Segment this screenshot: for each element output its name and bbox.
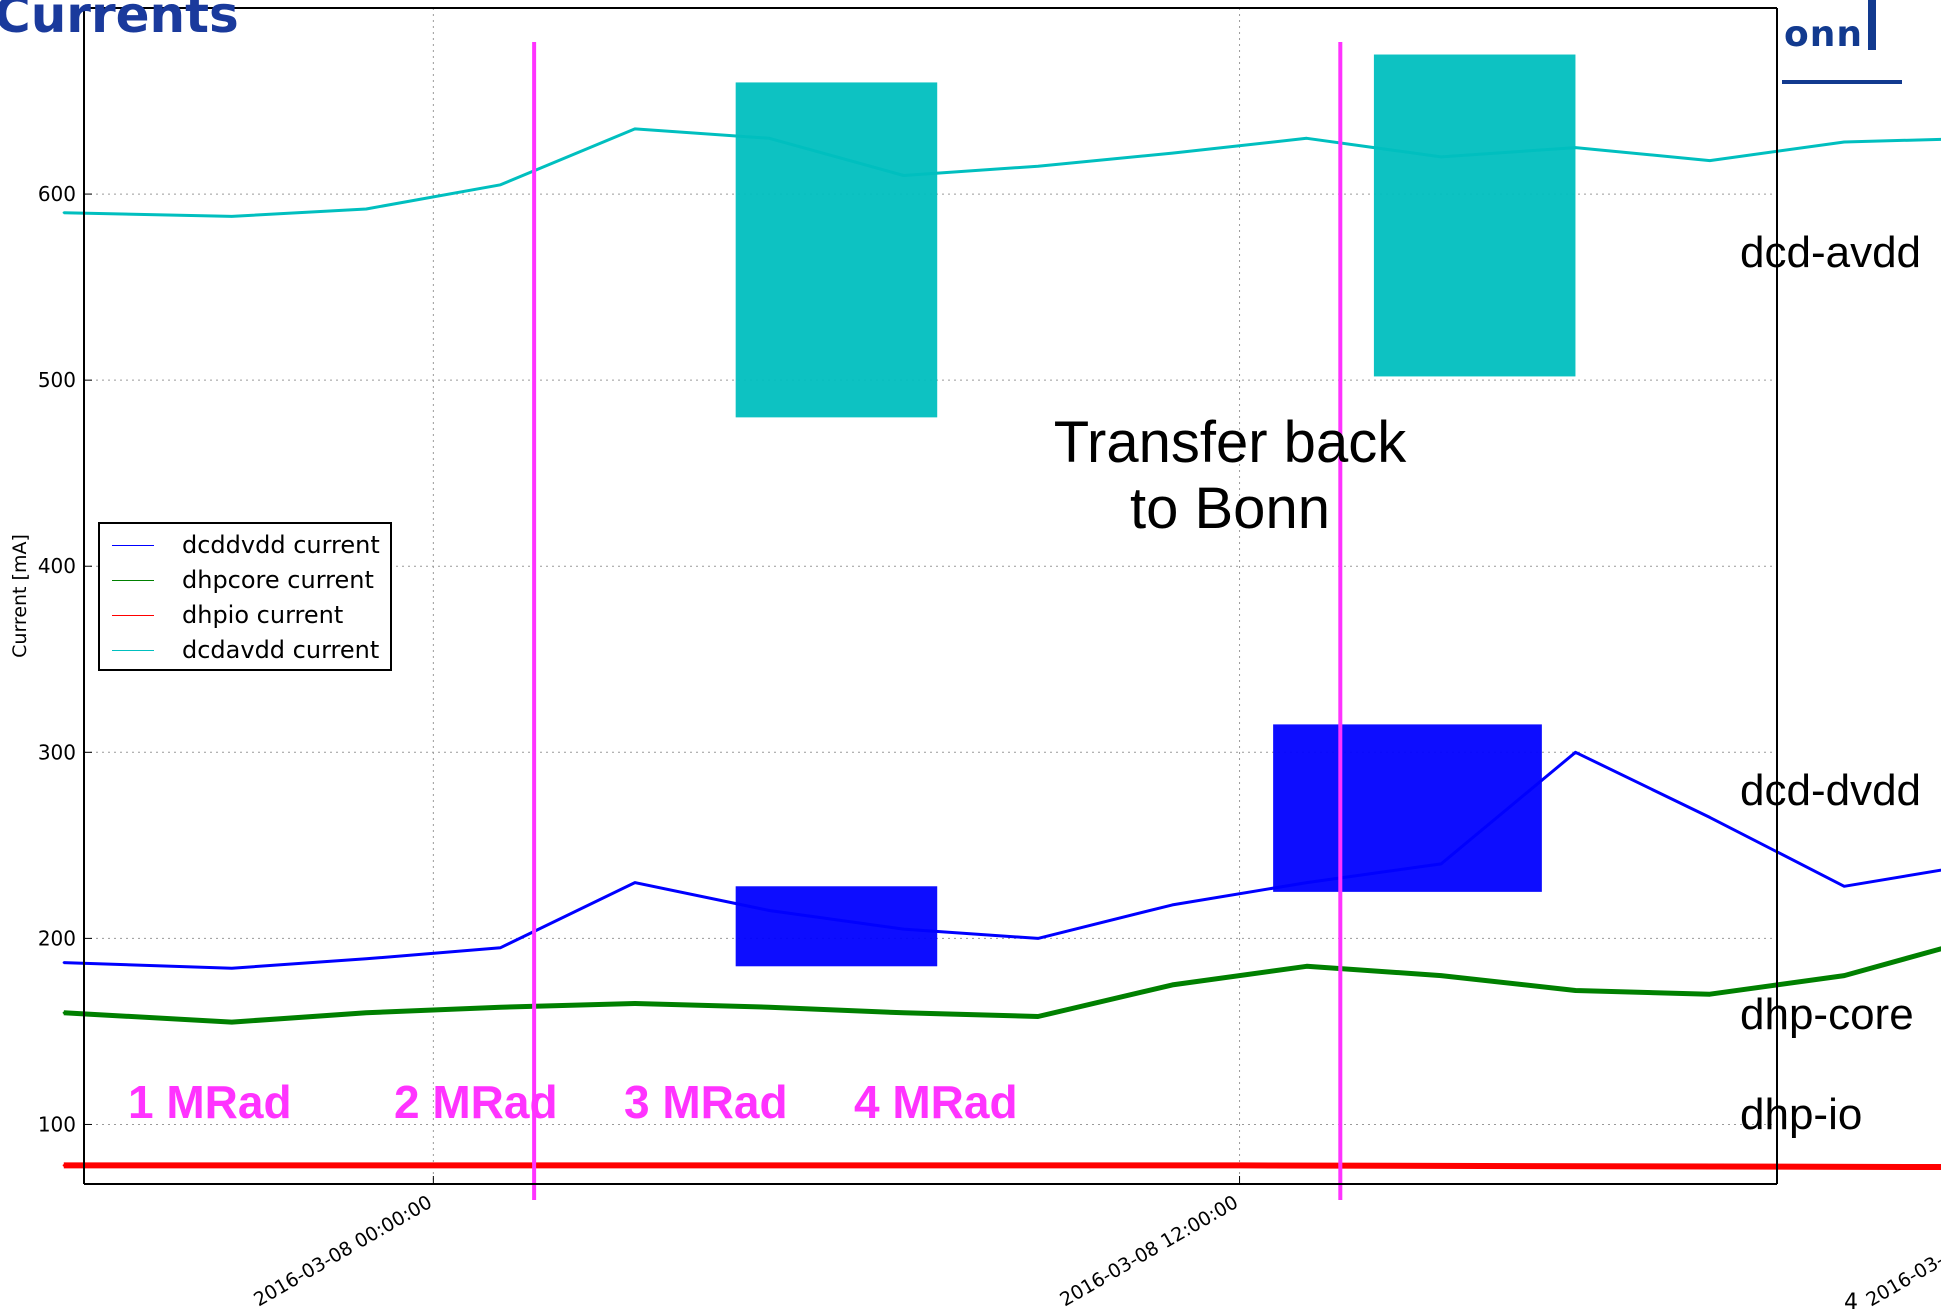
data-point-3-10	[1439, 155, 1443, 159]
y-tick-label-500: 500	[38, 368, 76, 392]
noise-band-5	[1273, 724, 1542, 892]
y-tick-label-400: 400	[38, 554, 76, 578]
noise-band-1	[1373, 54, 1576, 377]
noise-band-0	[735, 82, 938, 418]
data-point-1-10	[1439, 974, 1443, 977]
side-label-dhp-io: dhp-io	[1740, 1090, 1863, 1139]
data-point-0-9	[1305, 881, 1308, 884]
legend-item-dcddvdd: dcddvdd current	[112, 528, 380, 562]
x-tick-label-2: 2016-03-09 00:00:00	[1862, 1191, 1941, 1311]
legend-item-dhpcore: dhpcore current	[112, 563, 374, 597]
data-point-1-12	[1708, 993, 1712, 996]
data-point-3-0	[62, 211, 66, 214]
logo-mark	[1868, 0, 1876, 50]
data-point-1-7	[1036, 1015, 1040, 1018]
data-point-0-0	[62, 961, 66, 964]
data-point-3-11	[1574, 146, 1577, 149]
data-point-3-12	[1708, 159, 1712, 162]
series-line-2	[63, 1162, 1941, 1171]
side-label-dcd-avdd: dcd-avdd	[1740, 228, 1922, 277]
legend-line-dhpcore	[112, 579, 154, 581]
legend-label-dcdavdd: dcdavdd current	[182, 636, 380, 664]
logo-text: onn	[1784, 14, 1863, 55]
transfer-annotation: Transfer back to Bonn	[1020, 410, 1440, 542]
legend-line-dcdavdd	[112, 649, 154, 651]
data-point-0-12	[1708, 816, 1712, 819]
data-point-1-3	[499, 1006, 502, 1009]
data-point-1-6	[902, 1011, 905, 1015]
data-point-3-4	[633, 127, 637, 131]
side-label-dcd-dvdd: dcd-dvdd	[1740, 766, 1922, 815]
data-point-3-5	[768, 137, 771, 140]
transfer-annotation-line1: Transfer back	[1053, 410, 1407, 475]
data-point-0-13	[1842, 885, 1846, 888]
data-point-3-2	[364, 207, 368, 211]
data-point-0-7	[1036, 937, 1040, 940]
data-point-3-13	[1842, 140, 1846, 144]
legend-item-dcdavdd: dcdavdd current	[112, 633, 379, 667]
data-point-3-7	[1036, 164, 1040, 168]
slide-title: Currents	[0, 0, 239, 44]
marker-label-2mrad: 2 MRad	[394, 1076, 558, 1128]
data-point-3-1	[230, 215, 234, 218]
university-logo: onn	[1782, 0, 1902, 86]
data-point-1-11	[1574, 989, 1577, 992]
data-point-2-2	[1238, 1164, 1241, 1167]
data-point-2-1	[432, 1164, 435, 1167]
transfer-annotation-line2: to Bonn	[1130, 476, 1330, 541]
y-tick-label-100: 100	[38, 1112, 76, 1136]
marker-label-1mrad: 1 MRad	[128, 1076, 292, 1128]
data-point-1-8	[1171, 983, 1174, 987]
data-point-3-8	[1171, 151, 1174, 155]
noise-band-4	[735, 886, 938, 967]
data-point-1-4	[633, 1002, 637, 1005]
side-label-dhp-core: dhp-core	[1740, 990, 1914, 1039]
data-point-0-2	[364, 957, 368, 961]
legend-label-dcddvdd: dcddvdd current	[182, 531, 380, 559]
data-point-3-6	[902, 174, 905, 177]
legend-label-dhpio: dhpio current	[182, 601, 344, 629]
legend-line-dcddvdd	[112, 544, 154, 546]
data-point-0-10	[1439, 862, 1443, 866]
page-number: 4	[1844, 1290, 1858, 1315]
marker-label-4mrad: 4 MRad	[854, 1076, 1018, 1128]
data-point-0-8	[1171, 903, 1174, 907]
data-point-0-5	[768, 909, 771, 912]
data-point-2-0	[62, 1164, 66, 1167]
data-point-3-3	[499, 183, 502, 186]
series-line-3	[63, 127, 1941, 218]
y-tick-label-300: 300	[38, 740, 76, 764]
x-tick-label-0: 2016-03-08 00:00:00	[250, 1191, 436, 1311]
data-point-1-1	[230, 1020, 234, 1024]
chart-legend: dcddvdd current dhpcore current dhpio cu…	[98, 522, 392, 671]
series-line-1	[63, 946, 1941, 1025]
data-point-1-9	[1305, 965, 1308, 968]
marker-label-3mrad: 3 MRad	[624, 1076, 788, 1128]
data-point-0-4	[633, 881, 637, 884]
data-point-0-6	[902, 927, 905, 931]
data-point-1-13	[1842, 974, 1846, 977]
y-tick-label-600: 600	[38, 182, 76, 206]
y-tick-label-200: 200	[38, 926, 76, 950]
series-line-0	[63, 750, 1941, 970]
data-point-1-0	[62, 1011, 66, 1015]
legend-item-dhpio: dhpio current	[112, 598, 343, 632]
data-point-3-9	[1305, 137, 1308, 140]
data-point-0-11	[1574, 751, 1577, 754]
data-point-1-5	[768, 1006, 771, 1009]
logo-underline	[1782, 80, 1902, 84]
data-point-0-3	[499, 946, 502, 949]
x-tick-label-1: 2016-03-08 12:00:00	[1056, 1191, 1242, 1311]
legend-label-dhpcore: dhpcore current	[182, 566, 374, 594]
legend-line-dhpio	[112, 614, 154, 616]
data-point-0-1	[230, 966, 234, 970]
y-axis-label: Current [mA]	[9, 534, 31, 658]
data-point-1-2	[364, 1011, 368, 1015]
